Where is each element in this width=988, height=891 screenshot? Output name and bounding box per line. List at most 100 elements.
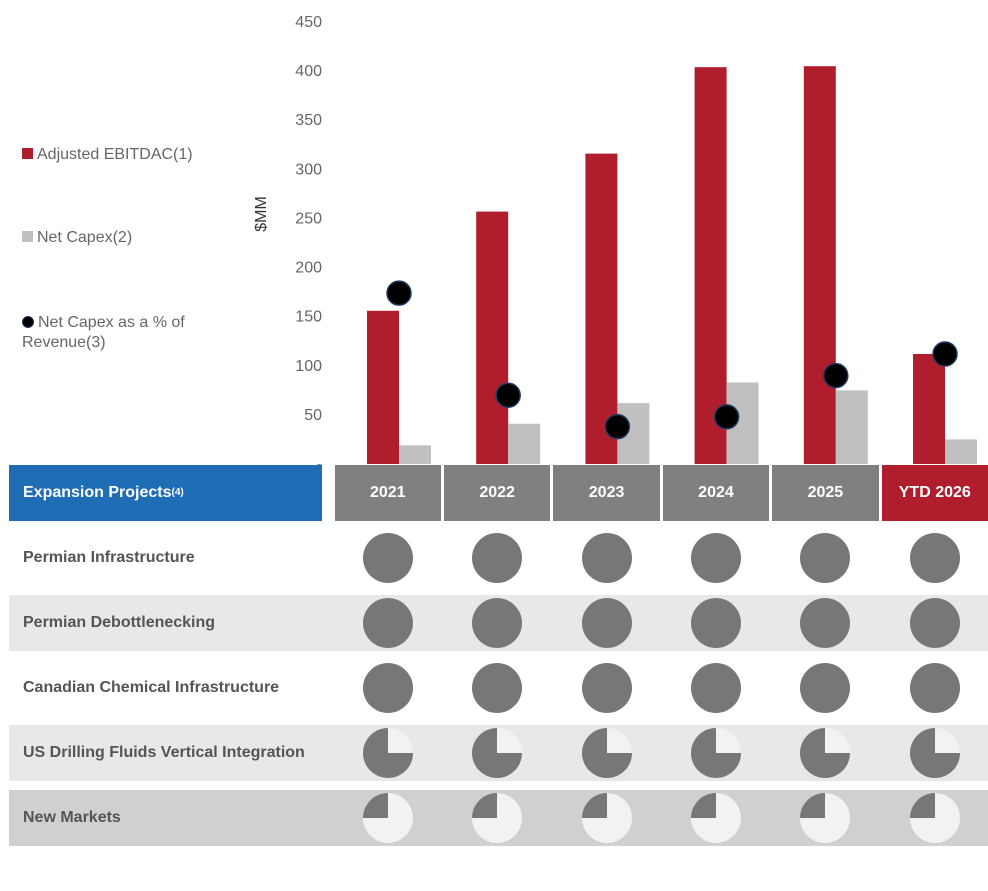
harvey-ball-icon [581, 663, 632, 713]
header-label-text: Expansion Projects [23, 484, 172, 501]
bar-net-capex [399, 445, 431, 464]
status-cell [444, 595, 550, 651]
bar-ebitdac [476, 211, 509, 464]
status-cell [772, 660, 878, 716]
bar-ebitdac [694, 67, 727, 464]
legend-label-ebitdac: Adjusted EBITDAC(1) [37, 146, 193, 163]
harvey-ball-icon [690, 728, 741, 778]
harvey-ball-icon [362, 793, 413, 843]
bar-net-capex [945, 439, 977, 464]
status-cell [882, 530, 988, 586]
bar-ebitdac [913, 353, 945, 464]
status-cell [663, 725, 769, 781]
header-year-2022: 2022 [443, 465, 551, 521]
row-label: New Markets [23, 809, 121, 826]
table-header-row: Expansion Projects (4) 2021 2022 2023 202… [9, 465, 988, 521]
y-tick-label: 50 [304, 407, 322, 424]
status-cell [553, 530, 659, 586]
harvey-ball-icon [800, 598, 851, 648]
harvey-ball-icon [472, 598, 523, 648]
bar-net-capex [835, 390, 868, 464]
harvey-ball-icon [909, 598, 960, 648]
harvey-ball-icon [690, 663, 741, 713]
table-row: New Markets [9, 790, 988, 846]
status-cell [444, 790, 550, 846]
dot-capex-pct [713, 404, 740, 430]
harvey-ball-icon [362, 598, 413, 648]
harvey-ball-icon [800, 663, 851, 713]
legend-swatch-red [22, 148, 33, 159]
dot-capex-pct [823, 362, 849, 389]
status-cell [663, 530, 769, 586]
row-label: Canadian Chemical Infrastructure [23, 679, 280, 696]
status-cell [553, 595, 659, 651]
y-tick-label: 150 [295, 309, 322, 326]
status-cell [335, 790, 441, 846]
status-cell [663, 790, 769, 846]
status-cell [444, 530, 550, 586]
status-cell [663, 595, 769, 651]
status-cell [553, 660, 659, 716]
harvey-ball-icon [472, 663, 523, 713]
legend-item-ebitdac: Adjusted EBITDAC(1) [22, 145, 282, 165]
harvey-ball-icon [362, 663, 413, 713]
legend-label-capex-pct: Net Capex as a % of Revenue(3) [22, 314, 185, 351]
expansion-projects-table: Expansion Projects (4) 2021 2022 2023 202… [9, 465, 988, 855]
header-year-2023: 2023 [553, 465, 660, 521]
harvey-ball-icon [362, 728, 413, 778]
row-label: Permian Infrastructure [23, 549, 195, 566]
status-cell [882, 660, 988, 716]
harvey-ball-icon [909, 728, 960, 778]
y-tick-label: 450 [295, 14, 322, 31]
legend-dot-black [22, 316, 34, 328]
dot-capex-pct [604, 413, 631, 440]
status-cell [882, 595, 988, 651]
y-axis-label: $MM [253, 196, 270, 232]
status-cell [444, 725, 550, 781]
status-cell [772, 595, 878, 651]
harvey-ball-icon [690, 793, 741, 843]
y-tick-label: 200 [295, 260, 322, 277]
harvey-ball-icon [581, 533, 632, 583]
harvey-ball-icon [362, 533, 413, 583]
harvey-ball-icon [581, 793, 632, 843]
status-cell [444, 660, 550, 716]
status-cell [553, 790, 659, 846]
table-row: Permian Infrastructure [9, 530, 988, 586]
harvey-ball-icon [909, 533, 960, 583]
harvey-ball-icon [472, 533, 523, 583]
harvey-ball-icon [581, 598, 632, 648]
header-year-2025: 2025 [772, 465, 879, 521]
status-cell [772, 530, 878, 586]
bar-net-capex [508, 423, 541, 464]
dot-capex-pct [495, 382, 521, 408]
harvey-ball-icon [690, 533, 741, 583]
header-label-sup: (4) [171, 487, 184, 498]
harvey-ball-icon [800, 728, 851, 778]
bar-ebitdac [585, 153, 618, 464]
harvey-ball-icon [909, 663, 960, 713]
y-tick-label: 350 [295, 112, 322, 129]
table-row: US Drilling Fluids Vertical Integration [9, 725, 988, 781]
harvey-ball-icon [800, 533, 851, 583]
status-cell [772, 725, 878, 781]
header-year-2024: 2024 [662, 465, 770, 521]
row-label: US Drilling Fluids Vertical Integration [23, 744, 305, 761]
harvey-ball-icon [581, 728, 632, 778]
status-cell [335, 530, 441, 586]
status-cell [553, 725, 659, 781]
harvey-ball-icon [690, 598, 741, 648]
chart-plot: - 50 100 150 200 250 300 350 400 450 [295, 14, 977, 465]
status-cell [335, 595, 441, 651]
harvey-ball-icon [800, 793, 851, 843]
legend-label-net-capex: Net Capex(2) [37, 229, 133, 246]
status-cell [882, 790, 988, 846]
status-cell [663, 660, 769, 716]
harvey-ball-icon [472, 793, 523, 843]
status-cell [772, 790, 878, 846]
y-tick-label: 250 [295, 210, 322, 227]
row-label: Permian Debottlenecking [23, 614, 216, 631]
harvey-ball-icon [909, 793, 960, 843]
table-row: Permian Debottlenecking [9, 595, 988, 651]
header-year-ytd-2026: YTD 2026 [881, 465, 988, 521]
